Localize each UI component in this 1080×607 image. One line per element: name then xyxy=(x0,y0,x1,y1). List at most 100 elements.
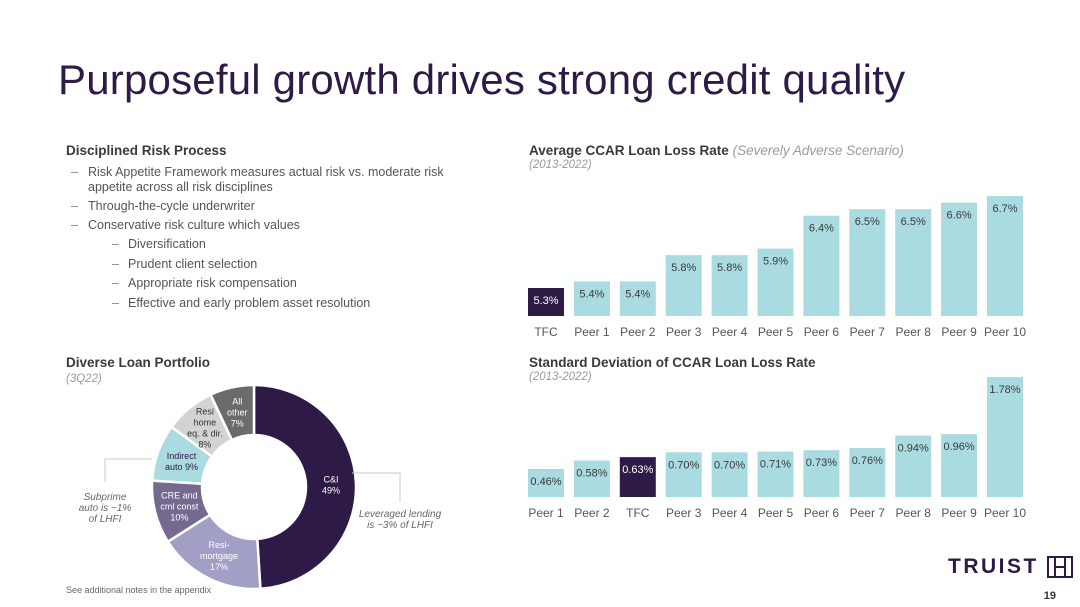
donut-slice-label: cml const xyxy=(160,502,199,512)
bar-value-label: 0.71% xyxy=(760,459,791,471)
donut-slice-label: All xyxy=(232,396,242,406)
bar-value-label: 6.5% xyxy=(855,216,880,228)
donut-slice xyxy=(208,383,256,442)
donut-slice-label: auto 9% xyxy=(165,462,198,472)
category-label: Peer 7 xyxy=(850,325,886,339)
bar xyxy=(528,469,564,497)
bar-value-label: 0.96% xyxy=(943,441,974,453)
bar-value-label: 5.3% xyxy=(533,295,558,307)
category-label: Peer 3 xyxy=(666,325,702,339)
donut-slice-label: mortgage xyxy=(200,551,238,561)
ccar-heading: Average CCAR Loan Loss Rate (Severely Ad… xyxy=(529,143,904,158)
leveraged-annotation-line: is ~3% of LHFI xyxy=(367,520,433,531)
bar xyxy=(849,448,886,497)
bar-value-label: 1.78% xyxy=(989,384,1020,396)
subprime-annotation-line: of LHFI xyxy=(89,514,122,525)
donut-slice xyxy=(252,383,358,591)
category-label: Peer 7 xyxy=(850,506,886,520)
category-label: TFC xyxy=(534,325,558,339)
bar-value-label: 5.8% xyxy=(717,262,742,274)
subprime-annotation-line: auto is ~1% xyxy=(79,503,132,514)
category-label: Peer 9 xyxy=(941,325,977,339)
bar-value-label: 5.9% xyxy=(763,256,788,268)
bar-value-label: 0.70% xyxy=(714,459,745,471)
category-label: Peer 3 xyxy=(666,506,702,520)
donut-slice-label: CRE and xyxy=(161,491,198,501)
logo-wordmark: TRUIST xyxy=(948,555,1039,578)
risk-sub-bullet: Diversification xyxy=(66,237,486,252)
stdev-heading: Standard Deviation of CCAR Loan Loss Rat… xyxy=(529,355,816,370)
bar-value-label: 6.5% xyxy=(901,216,926,228)
bar-value-label: 0.63% xyxy=(622,464,653,476)
risk-heading: Disciplined Risk Process xyxy=(66,143,227,158)
bar xyxy=(757,451,794,497)
donut-slice-label: C&I xyxy=(323,475,338,485)
donut-slice-label: Resi xyxy=(196,407,214,417)
truist-logo: TRUIST xyxy=(948,555,1073,579)
category-label: Peer 2 xyxy=(620,325,656,339)
category-label: Peer 6 xyxy=(804,506,840,520)
donut-slice-label: Resi- xyxy=(209,540,230,550)
subprime-annotation: Subprime auto is ~1% of LHFI xyxy=(79,492,132,525)
category-label: Peer 4 xyxy=(712,325,748,339)
category-label: Peer 10 xyxy=(984,506,1026,520)
portfolio-period: (3Q22) xyxy=(66,373,102,385)
category-label: Peer 2 xyxy=(574,506,610,520)
donut-slice-label: other xyxy=(227,407,248,417)
truist-logo-mark-icon xyxy=(1046,556,1073,578)
bar-value-label: 0.76% xyxy=(852,455,883,467)
bar xyxy=(757,248,794,316)
ccar-heading-note: (Severely Adverse Scenario) xyxy=(732,143,904,158)
bar xyxy=(941,202,978,316)
leveraged-annotation: Leveraged lending is ~3% of LHFI xyxy=(359,509,442,531)
bar xyxy=(711,255,748,316)
bar xyxy=(987,196,1023,316)
bar-value-label: 0.46% xyxy=(530,476,561,488)
bar xyxy=(941,434,978,497)
bar-value-label: 5.8% xyxy=(671,262,696,274)
donut-slice-label: 10% xyxy=(170,513,188,523)
bar-value-label: 0.70% xyxy=(668,459,699,471)
bar-value-label: 0.58% xyxy=(576,468,607,480)
category-label: Peer 8 xyxy=(896,325,932,339)
bar xyxy=(711,452,748,497)
bar xyxy=(895,209,932,316)
portfolio-heading: Diverse Loan Portfolio xyxy=(66,355,211,370)
bar xyxy=(803,215,840,316)
stdev-period: (2013-2022) xyxy=(529,371,592,383)
bar-value-label: 0.94% xyxy=(898,443,929,455)
bar-value-label: 5.4% xyxy=(579,288,604,300)
category-label: Peer 1 xyxy=(574,325,610,339)
bar-value-label: 6.4% xyxy=(809,223,834,235)
bar xyxy=(619,457,656,497)
ccar-loss-rate-bar-chart: 5.3% TFC 5.4% Peer 1 5.4% Peer 2 5.8% Peer 3 5.8… xyxy=(528,196,1026,339)
page-number: 19 xyxy=(1043,590,1056,602)
bar xyxy=(573,281,610,316)
bar-value-label: 5.4% xyxy=(625,288,650,300)
risk-bullet: Conservative risk culture which values xyxy=(66,218,486,233)
donut-slice-label: 8% xyxy=(198,440,211,450)
page-title: Purposeful growth drives strong credit q… xyxy=(58,56,906,103)
subprime-callout-line xyxy=(104,458,152,482)
bar xyxy=(573,460,610,497)
category-label: Peer 1 xyxy=(528,506,564,520)
bar xyxy=(665,255,702,316)
ccar-period: (2013-2022) xyxy=(529,159,592,171)
category-label: Peer 6 xyxy=(804,325,840,339)
footnote: See additional notes in the appendix xyxy=(66,585,212,595)
donut-slice-label: Indirect xyxy=(167,451,197,461)
donut-slice-label: 49% xyxy=(322,486,340,496)
bar-value-label: 6.7% xyxy=(992,203,1017,215)
bar-value-label: 6.6% xyxy=(947,210,972,222)
bar xyxy=(987,377,1023,497)
bar xyxy=(619,281,656,316)
category-label: Peer 4 xyxy=(712,506,748,520)
ccar-heading-text: Average CCAR Loan Loss Rate xyxy=(529,143,729,158)
bar xyxy=(528,288,564,316)
bar xyxy=(803,450,840,497)
bar-value-label: 0.73% xyxy=(806,457,837,469)
category-label: Peer 9 xyxy=(941,506,977,520)
category-label: Peer 8 xyxy=(896,506,932,520)
leveraged-annotation-line: Leveraged lending xyxy=(359,509,442,520)
